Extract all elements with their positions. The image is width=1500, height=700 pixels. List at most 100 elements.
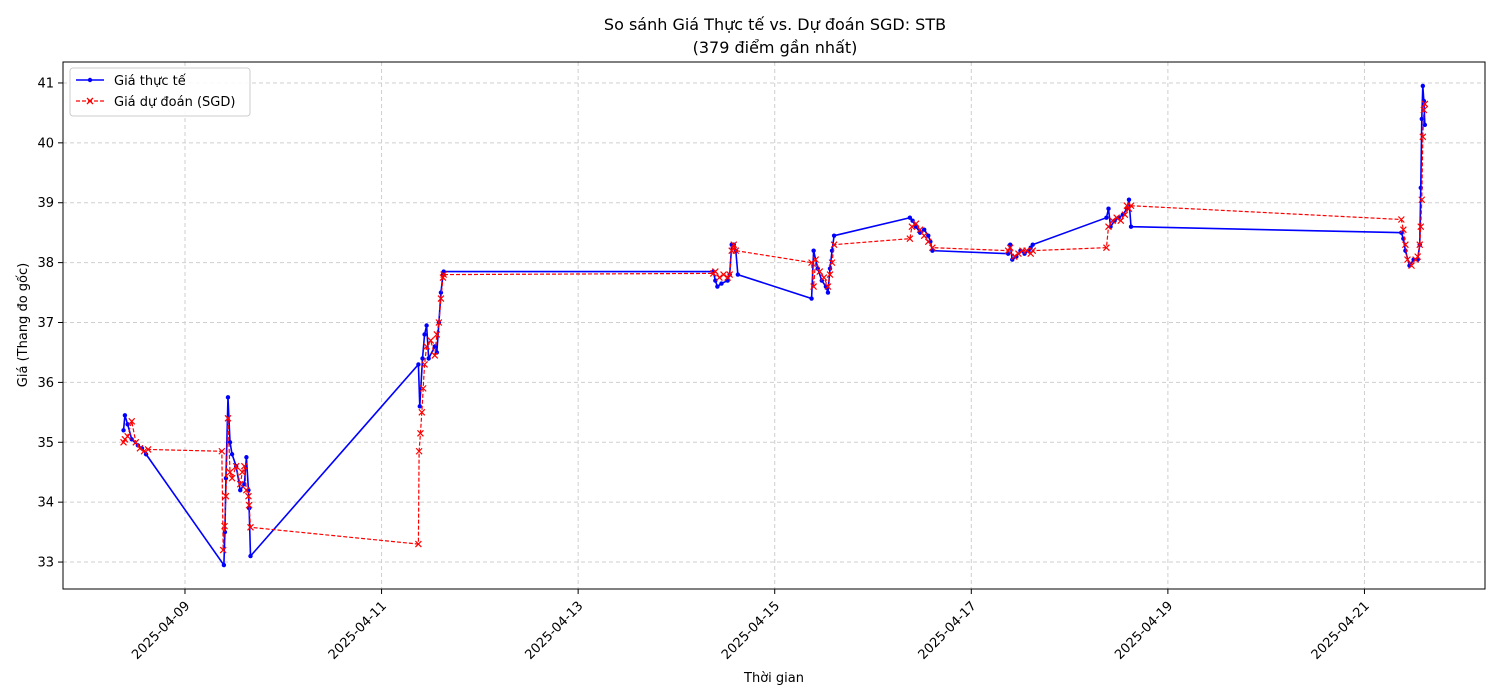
actual-price-point (819, 278, 825, 283)
actual-price-point (416, 362, 421, 367)
predicted-price-point (824, 283, 832, 290)
predicted-price-point (920, 232, 928, 240)
predicted-price-point (812, 256, 820, 264)
actual-price-point (1010, 257, 1015, 262)
predicted-price-point (245, 501, 253, 509)
actual-price-point (244, 455, 249, 460)
actual-price-point (225, 395, 231, 400)
actual-price-point (229, 452, 235, 457)
legend-label-actual: Giá thực tế (114, 74, 186, 89)
predicted-price-point (222, 492, 230, 500)
actual-price-point (1030, 242, 1035, 247)
actual-price-point (143, 452, 149, 457)
predicted-price-point (433, 331, 441, 338)
y-tick-label: 33 (37, 556, 54, 571)
predicted-price-point (1023, 247, 1031, 255)
chart-subtitle: (379 điểm gần nhất) (693, 38, 858, 57)
legend-marker-predicted (86, 97, 94, 105)
predicted-price-line (122, 103, 1426, 551)
actual-price-point (907, 215, 913, 220)
actual-price-point (121, 428, 126, 433)
predicted-price-point (816, 268, 824, 276)
x-axis-ticks: 2025-04-09 2025-04-11 2025-04-13 2025-04-15… (129, 589, 1373, 663)
predicted-price-point (1401, 241, 1409, 249)
actual-price-point (1126, 197, 1132, 202)
predicted-price-point (1113, 214, 1121, 222)
x-tick-label: 2025-04-11 (326, 599, 390, 663)
actual-price-point (811, 248, 816, 253)
actual-price-point (1104, 215, 1109, 220)
actual-price-point (1022, 251, 1027, 256)
actual-price-point (422, 332, 427, 337)
predicted-price-point (1404, 256, 1411, 264)
actual-price-point (426, 356, 431, 361)
y-tick-label: 41 (37, 76, 54, 91)
y-tick-label: 38 (37, 256, 54, 271)
x-tick-label: 2025-04-19 (1112, 599, 1176, 663)
actual-price-point (238, 487, 243, 493)
x-tick-label: 2025-04-09 (129, 599, 193, 663)
predicted-price-point (440, 271, 448, 279)
predicted-price-point (1010, 253, 1018, 261)
series-layer (120, 83, 1429, 568)
x-tick-label: 2025-04-21 (1309, 599, 1373, 663)
predicted-price-point (414, 540, 422, 548)
predicted-price-point (820, 274, 828, 282)
actual-price-point (809, 296, 814, 301)
predicted-price-point (1419, 133, 1427, 141)
predicted-price-point (720, 271, 727, 279)
actual-price-point (825, 290, 831, 295)
predicted-price-point (124, 432, 132, 440)
x-tick-label: 2025-04-17 (916, 599, 980, 663)
predicted-price-point (908, 223, 916, 231)
actual-price-point (926, 233, 931, 238)
predicted-price-point (1109, 217, 1117, 225)
plot-area-frame (62, 61, 1486, 590)
actual-price-point (1419, 116, 1424, 122)
predicted-price-point (228, 474, 236, 482)
y-axis-ticks: 33 34 35 36 37 38 39 40 41 (37, 76, 63, 571)
actual-price-point (125, 422, 130, 427)
predicted-price-point (1414, 253, 1422, 261)
predicted-price-point (1416, 241, 1424, 249)
legend-box (69, 67, 251, 117)
predicted-price-point (924, 238, 932, 246)
actual-price-point (420, 356, 425, 361)
actual-price-point (417, 404, 422, 409)
predicted-price-point (912, 220, 920, 228)
y-tick-label: 40 (37, 136, 54, 151)
actual-price-point (1420, 83, 1426, 89)
series-actual (121, 83, 1428, 568)
actual-price-point (921, 227, 927, 232)
actual-price-point (735, 272, 741, 277)
predicted-price-point (221, 522, 228, 530)
actual-price-line (122, 85, 1426, 568)
predicted-price-point (218, 447, 226, 455)
actual-price-point (1128, 224, 1134, 229)
x-tick-label: 2025-04-15 (719, 599, 783, 663)
predicted-price-point (427, 337, 435, 344)
x-axis-label: Thời gian (743, 671, 804, 686)
predicted-price-point (417, 429, 424, 437)
predicted-price-point (238, 468, 246, 476)
predicted-price-point (1121, 211, 1129, 219)
actual-price-point (129, 437, 134, 442)
y-tick-label: 36 (37, 376, 54, 391)
predicted-price-point (431, 352, 439, 359)
actual-price-point (221, 562, 227, 568)
actual-price-point (831, 233, 837, 238)
predicted-price-point (732, 247, 740, 255)
legend-label-predicted: Giá dự đoán (SGD) (114, 95, 235, 110)
predicted-price-point (415, 447, 423, 455)
predicted-price-point (1103, 244, 1110, 252)
predicted-price-point (928, 244, 936, 252)
predicted-price-point (1421, 100, 1429, 108)
predicted-price-point (1027, 250, 1035, 258)
predicted-price-point (828, 259, 836, 267)
predicted-price-point (232, 462, 240, 470)
predicted-price-point (245, 492, 252, 500)
predicted-price-point (730, 241, 738, 249)
predicted-price-point (128, 417, 136, 425)
predicted-price-point (435, 319, 443, 326)
